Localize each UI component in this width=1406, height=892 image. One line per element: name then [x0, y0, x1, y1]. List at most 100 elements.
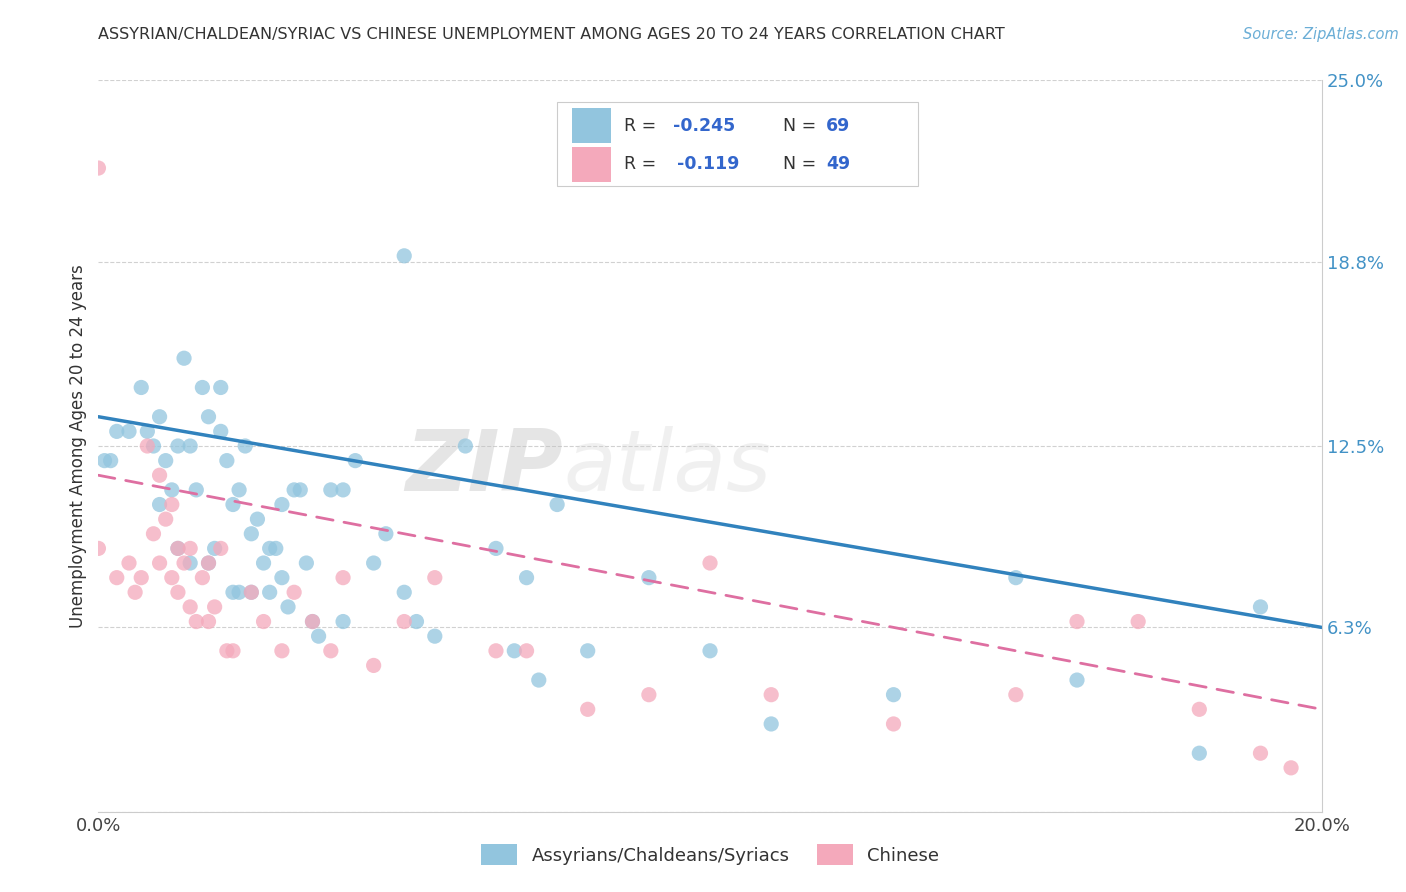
- Point: [308, 629, 330, 643]
- Point: [136, 425, 159, 439]
- Point: [423, 571, 446, 585]
- Point: [516, 644, 538, 658]
- Point: [1188, 702, 1211, 716]
- Point: [179, 439, 201, 453]
- Point: [883, 717, 905, 731]
- Legend: Assyrians/Chaldeans/Syriacs, Chinese: Assyrians/Chaldeans/Syriacs, Chinese: [474, 837, 946, 872]
- Point: [546, 498, 568, 512]
- Point: [319, 483, 342, 497]
- Point: [129, 380, 152, 394]
- Point: [191, 380, 214, 394]
- Point: [100, 453, 122, 467]
- Point: [160, 498, 183, 512]
- Point: [576, 644, 599, 658]
- Point: [228, 585, 250, 599]
- Point: [270, 571, 292, 585]
- Point: [136, 439, 159, 453]
- Point: [637, 688, 661, 702]
- Point: [759, 688, 782, 702]
- Text: 49: 49: [827, 155, 851, 173]
- Point: [233, 439, 256, 453]
- Point: [118, 425, 141, 439]
- Text: N =: N =: [783, 155, 823, 173]
- Point: [332, 615, 354, 629]
- Point: [1188, 746, 1211, 760]
- Point: [637, 571, 661, 585]
- Point: [167, 541, 190, 556]
- Point: [155, 512, 177, 526]
- Point: [197, 409, 219, 424]
- Point: [160, 483, 183, 497]
- Point: [319, 644, 342, 658]
- Y-axis label: Unemployment Among Ages 20 to 24 years: Unemployment Among Ages 20 to 24 years: [69, 264, 87, 628]
- Point: [149, 498, 172, 512]
- Point: [392, 249, 416, 263]
- Text: ZIP: ZIP: [405, 426, 564, 509]
- Point: [1128, 615, 1150, 629]
- Text: ASSYRIAN/CHALDEAN/SYRIAC VS CHINESE UNEMPLOYMENT AMONG AGES 20 TO 24 YEARS CORRE: ASSYRIAN/CHALDEAN/SYRIAC VS CHINESE UNEM…: [98, 27, 1005, 42]
- Point: [173, 556, 195, 570]
- Point: [759, 717, 782, 731]
- Point: [1004, 688, 1026, 702]
- Point: [1004, 571, 1026, 585]
- Point: [252, 556, 274, 570]
- Point: [209, 541, 232, 556]
- Point: [332, 571, 354, 585]
- Point: [191, 571, 214, 585]
- Point: [179, 599, 201, 614]
- Point: [209, 380, 232, 394]
- Point: [1066, 673, 1088, 687]
- Point: [240, 526, 263, 541]
- Point: [699, 556, 721, 570]
- Point: [1066, 615, 1088, 629]
- Point: [186, 483, 208, 497]
- Text: R =: R =: [624, 117, 662, 135]
- Point: [118, 556, 141, 570]
- Point: [93, 453, 115, 467]
- Point: [527, 673, 550, 687]
- Point: [1249, 599, 1271, 614]
- Point: [699, 644, 721, 658]
- Point: [454, 439, 477, 453]
- Point: [392, 585, 416, 599]
- Point: [197, 556, 219, 570]
- Point: [277, 599, 299, 614]
- Point: [392, 615, 416, 629]
- Point: [167, 541, 190, 556]
- Text: atlas: atlas: [564, 426, 772, 509]
- Point: [295, 556, 318, 570]
- Point: [179, 556, 201, 570]
- Text: -0.119: -0.119: [678, 155, 740, 173]
- Point: [222, 644, 245, 658]
- Point: [363, 658, 385, 673]
- Point: [167, 585, 190, 599]
- Point: [209, 425, 232, 439]
- Point: [1249, 746, 1271, 760]
- Point: [252, 615, 274, 629]
- Point: [149, 556, 172, 570]
- Point: [485, 541, 508, 556]
- Point: [167, 439, 190, 453]
- Point: [246, 512, 269, 526]
- Point: [259, 541, 281, 556]
- Point: [374, 526, 396, 541]
- FancyBboxPatch shape: [557, 103, 918, 186]
- Point: [270, 498, 292, 512]
- Point: [149, 409, 172, 424]
- Point: [301, 615, 323, 629]
- Point: [197, 615, 219, 629]
- Point: [186, 615, 208, 629]
- Point: [160, 571, 183, 585]
- Point: [204, 599, 226, 614]
- Point: [105, 571, 128, 585]
- Point: [301, 615, 323, 629]
- Point: [240, 585, 263, 599]
- FancyBboxPatch shape: [572, 109, 612, 143]
- Point: [240, 585, 263, 599]
- Point: [215, 644, 238, 658]
- Point: [344, 453, 367, 467]
- Point: [173, 351, 195, 366]
- Point: [576, 702, 599, 716]
- Point: [290, 483, 312, 497]
- Point: [222, 585, 245, 599]
